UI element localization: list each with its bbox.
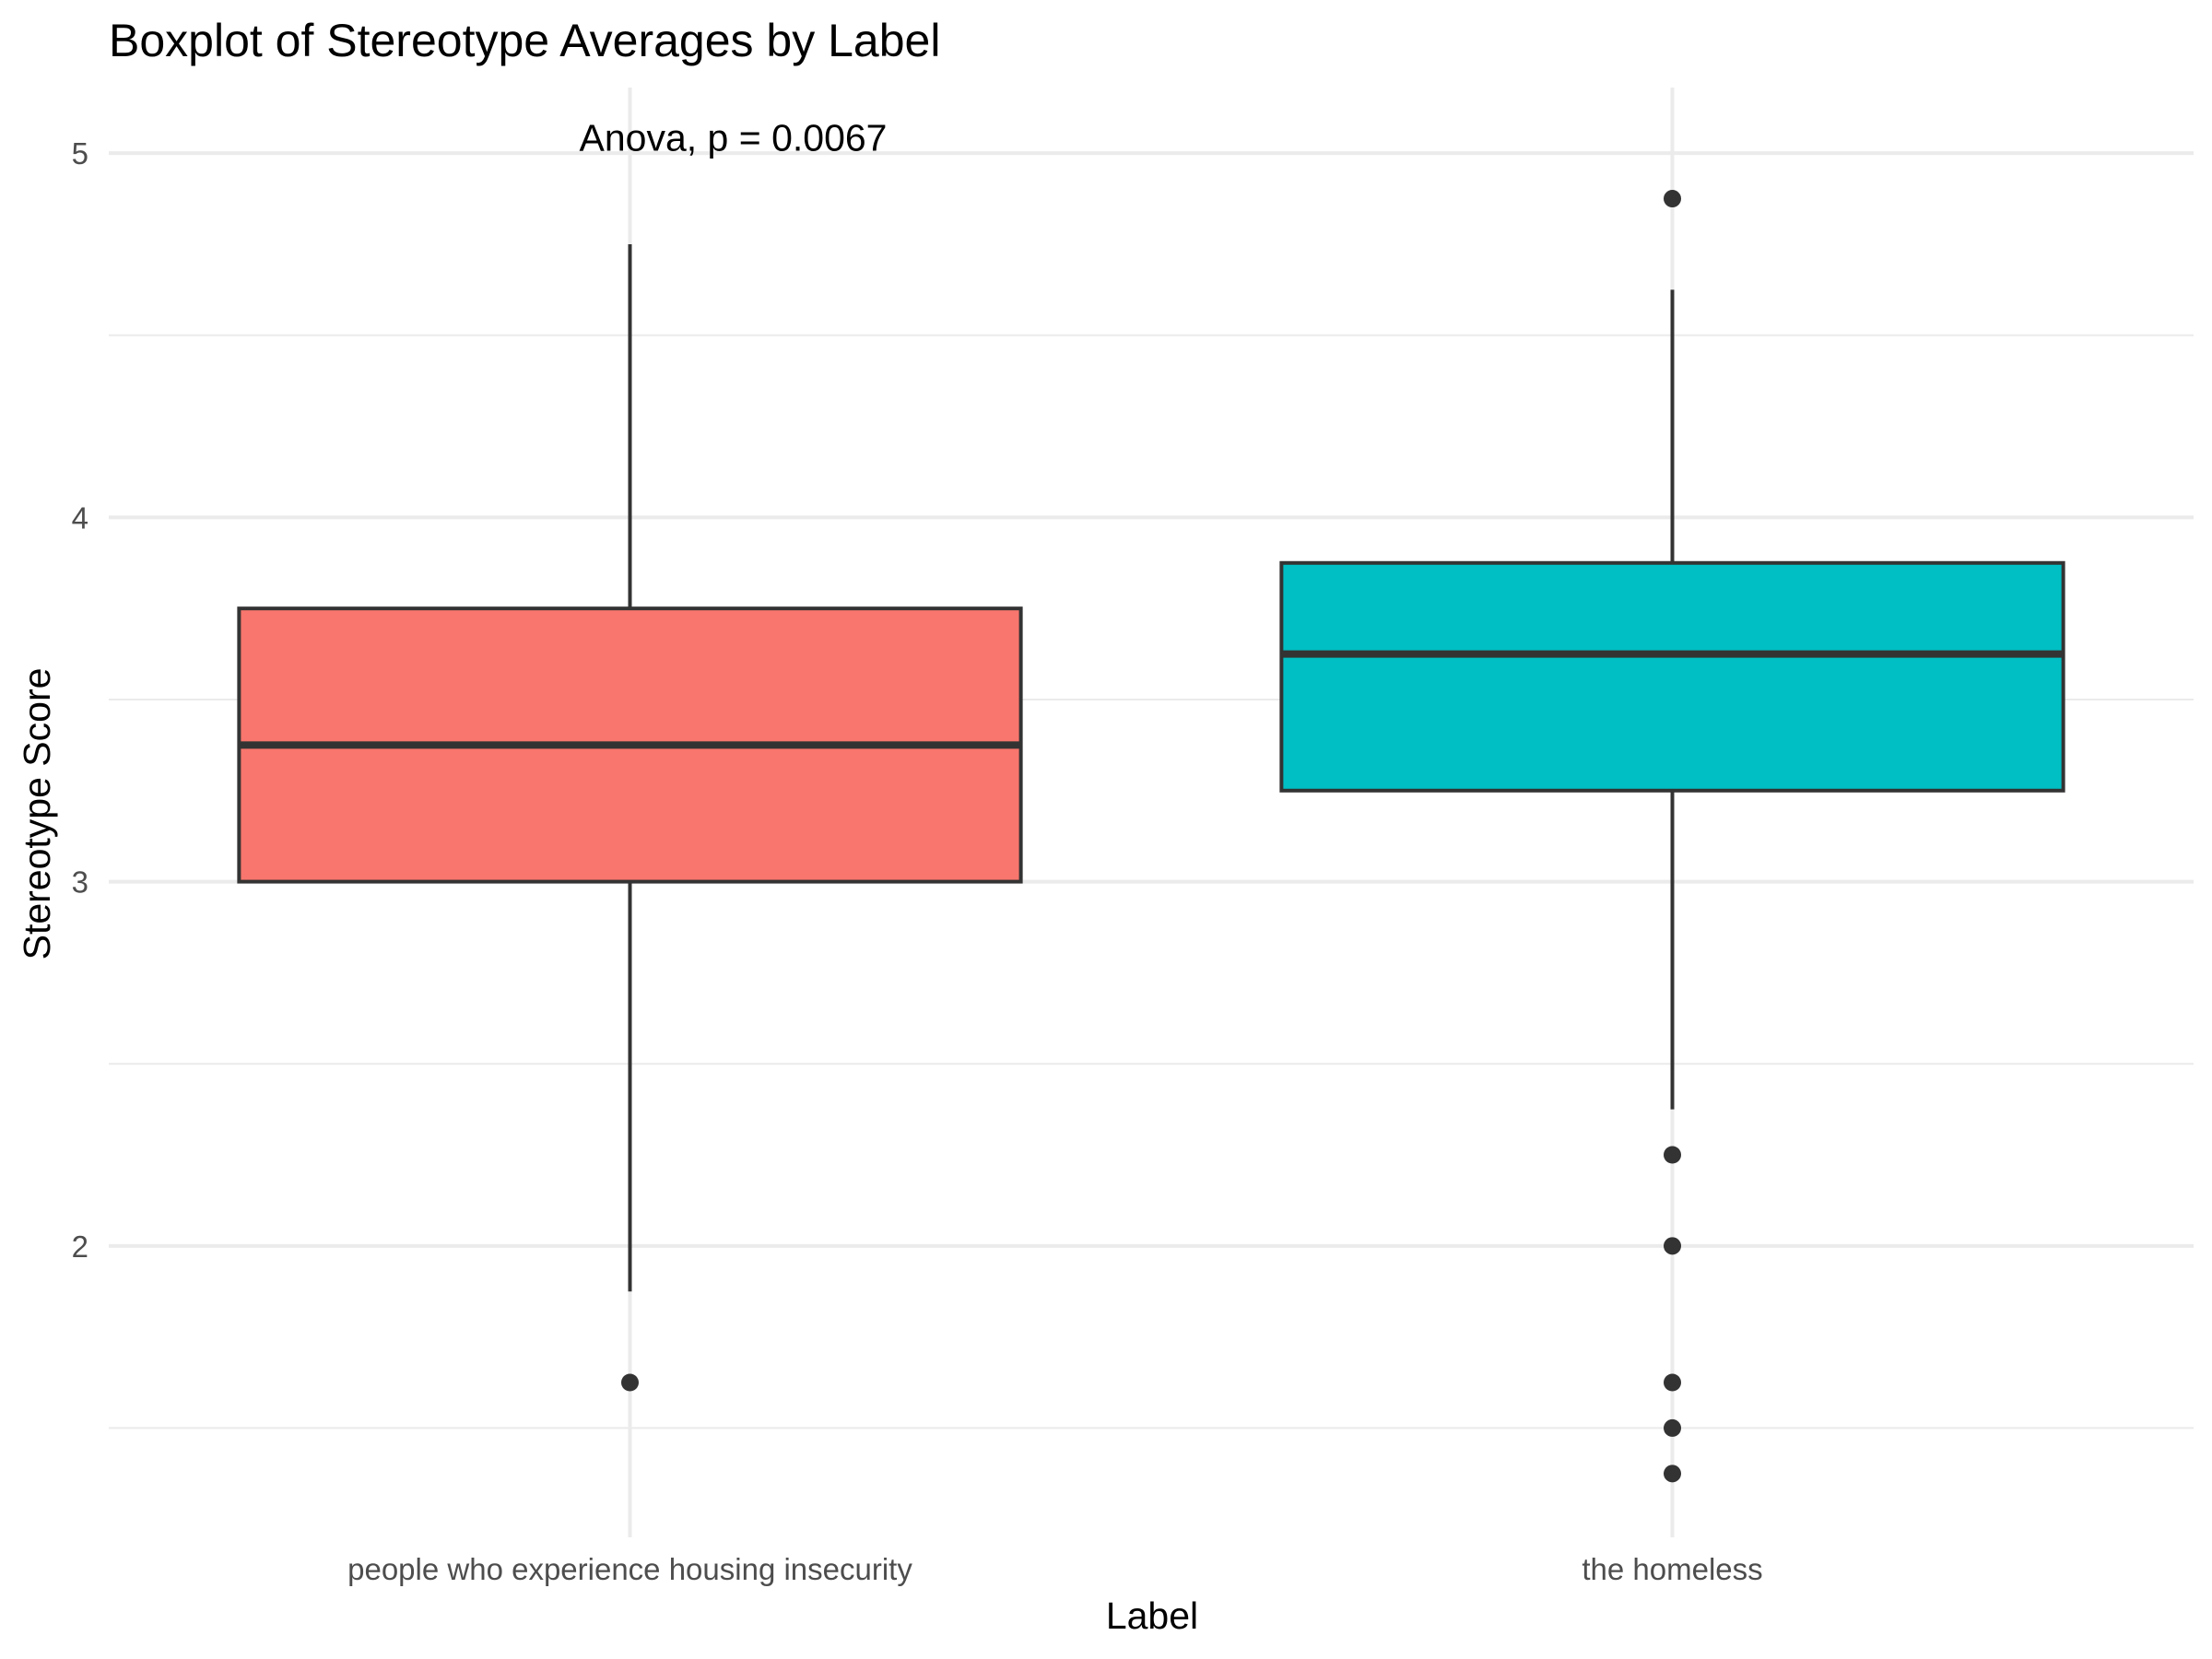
outlier-point <box>1664 190 1681 208</box>
outlier-point <box>1664 1418 1681 1437</box>
outlier-point <box>1664 1465 1681 1483</box>
y-tick-label: 2 <box>72 1230 88 1264</box>
outlier-point <box>1664 1237 1681 1255</box>
outlier-point <box>1664 1146 1681 1164</box>
x-axis-title: Label <box>1106 1594 1198 1637</box>
box-group <box>237 243 1023 1392</box>
chart-title: Boxplot of Stereotype Averages by Label <box>109 15 940 66</box>
outlier-point <box>621 1373 639 1392</box>
iqr-box <box>1279 560 2065 793</box>
y-axis-ticks: 2 3 4 5 <box>72 136 88 1264</box>
anova-annotation: Anova, p = 0.0067 <box>580 116 888 159</box>
x-tick-label: the homeless <box>1582 1552 1762 1586</box>
y-tick-label: 4 <box>72 500 88 535</box>
x-axis-ticks: people who experience housing insecurity… <box>347 1552 1763 1586</box>
boxes <box>237 190 2065 1483</box>
box-group <box>1279 190 2065 1483</box>
y-tick-label: 3 <box>72 865 88 900</box>
outlier-point <box>1664 1373 1681 1392</box>
y-axis-title: Stereotype Score <box>16 668 58 960</box>
x-tick-label: people who experience housing insecurity <box>347 1552 912 1586</box>
y-tick-label: 5 <box>72 136 88 171</box>
